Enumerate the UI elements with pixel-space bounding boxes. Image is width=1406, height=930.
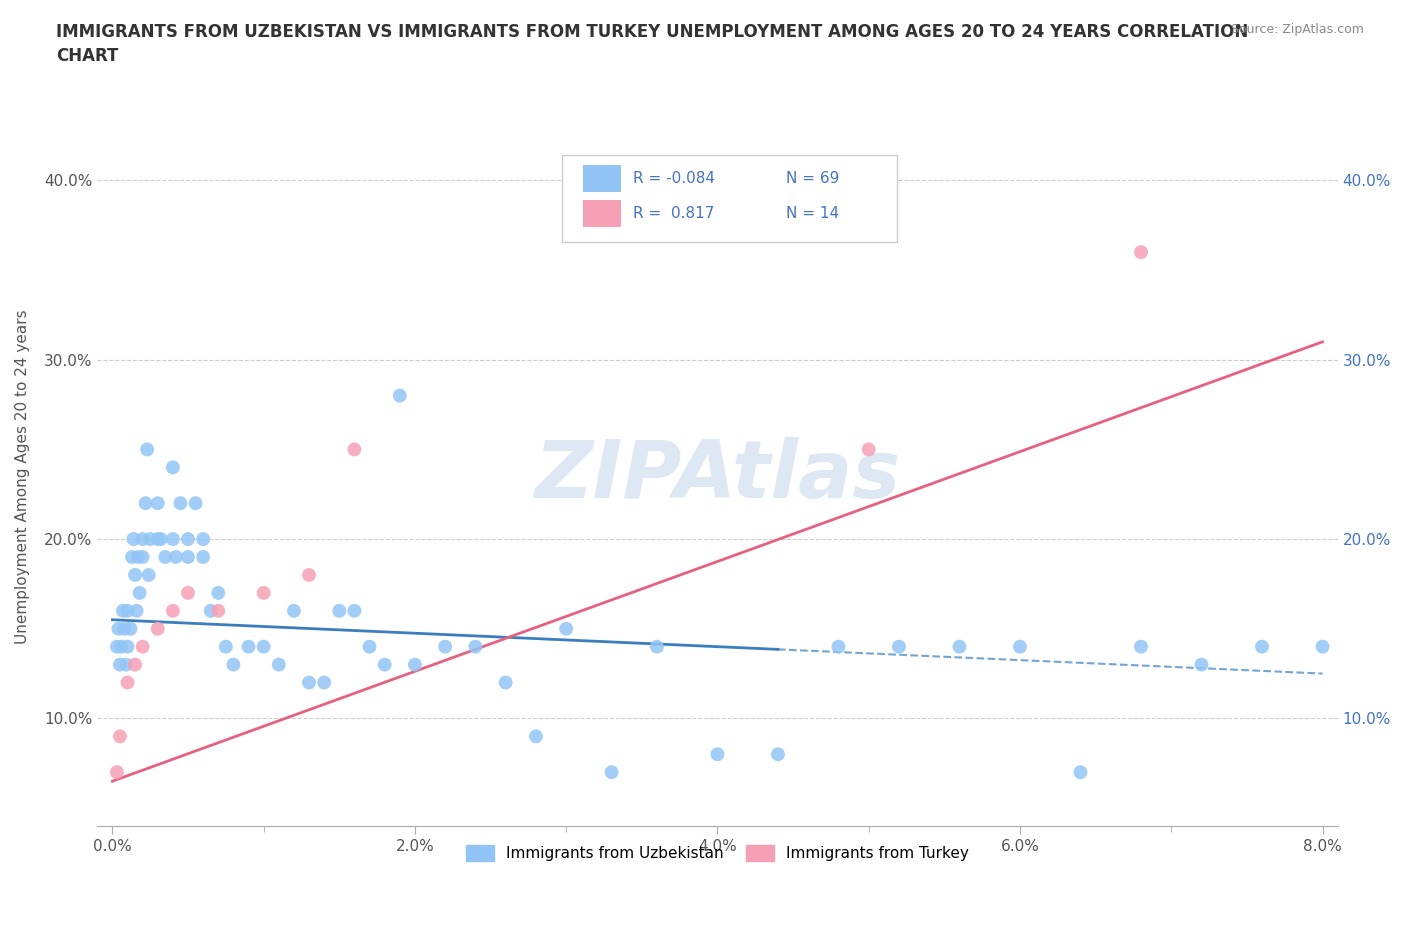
Point bbox=[222, 658, 245, 672]
Point bbox=[328, 604, 350, 618]
Text: ZIPAtlas: ZIPAtlas bbox=[534, 437, 901, 515]
Point bbox=[495, 675, 517, 690]
Point bbox=[165, 550, 187, 565]
Point bbox=[948, 639, 970, 654]
Point bbox=[600, 764, 623, 779]
Point bbox=[388, 388, 411, 403]
Point bbox=[404, 658, 426, 672]
FancyBboxPatch shape bbox=[583, 165, 620, 192]
Point bbox=[162, 532, 184, 547]
Point bbox=[138, 567, 160, 582]
Point bbox=[359, 639, 381, 654]
Point bbox=[1069, 764, 1091, 779]
Text: Source: ZipAtlas.com: Source: ZipAtlas.com bbox=[1230, 23, 1364, 36]
Point bbox=[267, 658, 290, 672]
Point bbox=[887, 639, 910, 654]
Point bbox=[131, 550, 153, 565]
Point bbox=[555, 621, 578, 636]
Point bbox=[146, 496, 169, 511]
Point bbox=[169, 496, 191, 511]
FancyBboxPatch shape bbox=[562, 154, 897, 242]
Point bbox=[108, 658, 131, 672]
Point bbox=[135, 496, 157, 511]
Point bbox=[374, 658, 396, 672]
Point bbox=[105, 764, 128, 779]
Point bbox=[105, 639, 128, 654]
Point bbox=[146, 532, 169, 547]
Point bbox=[766, 747, 789, 762]
Point bbox=[298, 675, 321, 690]
Text: R = -0.084: R = -0.084 bbox=[633, 171, 716, 186]
Point bbox=[162, 460, 184, 475]
Point bbox=[117, 675, 139, 690]
Point bbox=[1251, 639, 1274, 654]
Point bbox=[1008, 639, 1031, 654]
Point bbox=[464, 639, 486, 654]
Point bbox=[127, 550, 149, 565]
Point bbox=[177, 532, 200, 547]
Text: N = 69: N = 69 bbox=[786, 171, 839, 186]
Point bbox=[343, 604, 366, 618]
Point bbox=[1312, 639, 1334, 654]
Point bbox=[108, 729, 131, 744]
Point bbox=[184, 496, 207, 511]
Point bbox=[107, 621, 129, 636]
Point bbox=[124, 658, 146, 672]
Point bbox=[645, 639, 668, 654]
Point bbox=[191, 550, 214, 565]
Point bbox=[434, 639, 457, 654]
Point bbox=[207, 585, 229, 600]
Point bbox=[524, 729, 547, 744]
Point bbox=[298, 567, 321, 582]
Point bbox=[139, 532, 162, 547]
Point bbox=[117, 604, 139, 618]
Point bbox=[215, 639, 238, 654]
Text: N = 14: N = 14 bbox=[786, 206, 839, 220]
Point bbox=[162, 604, 184, 618]
Y-axis label: Unemployment Among Ages 20 to 24 years: Unemployment Among Ages 20 to 24 years bbox=[15, 309, 30, 644]
Point bbox=[314, 675, 336, 690]
Point bbox=[146, 621, 169, 636]
Point bbox=[1191, 658, 1213, 672]
Legend: Immigrants from Uzbekistan, Immigrants from Turkey: Immigrants from Uzbekistan, Immigrants f… bbox=[460, 839, 974, 868]
Point bbox=[1130, 639, 1153, 654]
Point bbox=[121, 550, 143, 565]
Point bbox=[858, 442, 880, 457]
Point bbox=[253, 639, 276, 654]
Point bbox=[177, 550, 200, 565]
FancyBboxPatch shape bbox=[583, 200, 620, 227]
Point bbox=[131, 532, 153, 547]
Point bbox=[117, 639, 139, 654]
Point bbox=[191, 532, 214, 547]
Point bbox=[122, 532, 145, 547]
Point bbox=[120, 621, 142, 636]
Point bbox=[827, 639, 849, 654]
Point bbox=[343, 442, 366, 457]
Point bbox=[115, 658, 138, 672]
Point bbox=[149, 532, 172, 547]
Point bbox=[136, 442, 159, 457]
Point bbox=[207, 604, 229, 618]
Point bbox=[110, 639, 132, 654]
Point bbox=[131, 639, 153, 654]
Point bbox=[124, 567, 146, 582]
Point bbox=[283, 604, 305, 618]
Point bbox=[200, 604, 222, 618]
Point bbox=[1130, 245, 1153, 259]
Point bbox=[706, 747, 728, 762]
Point bbox=[125, 604, 148, 618]
Point bbox=[114, 621, 136, 636]
Text: IMMIGRANTS FROM UZBEKISTAN VS IMMIGRANTS FROM TURKEY UNEMPLOYMENT AMONG AGES 20 : IMMIGRANTS FROM UZBEKISTAN VS IMMIGRANTS… bbox=[56, 23, 1249, 65]
Point bbox=[177, 585, 200, 600]
Point bbox=[155, 550, 177, 565]
Point bbox=[253, 585, 276, 600]
Point bbox=[128, 585, 150, 600]
Point bbox=[111, 604, 134, 618]
Text: R =  0.817: R = 0.817 bbox=[633, 206, 714, 220]
Point bbox=[238, 639, 260, 654]
